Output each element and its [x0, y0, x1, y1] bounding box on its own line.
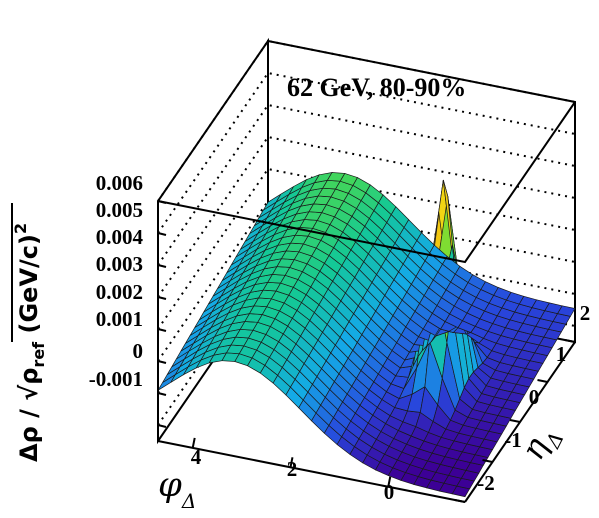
z-tick-label: 0.003 — [96, 252, 143, 276]
z-tick-label: 0 — [133, 339, 144, 363]
axis-ticks — [157, 200, 576, 503]
phi-tick — [289, 457, 294, 468]
phi-tick-label: 4 — [191, 445, 202, 469]
grid-line — [157, 199, 576, 362]
x-axis-subscript: Δ — [181, 489, 196, 513]
surface-cell — [557, 305, 576, 317]
grid-line — [157, 167, 576, 330]
phi-axis-line — [157, 440, 466, 503]
z-tick — [157, 328, 167, 332]
eta-tick — [509, 419, 521, 423]
phi-tick — [191, 437, 196, 449]
z-axis-prefix: Δρ / √ — [15, 384, 43, 462]
chart-title: 62 GeV, 80-90% — [287, 73, 466, 102]
phi-tick-label: 2 — [287, 457, 298, 481]
phi-tick-label: 0 — [384, 480, 395, 504]
z-tick — [157, 200, 167, 204]
grid-line — [157, 263, 576, 426]
z-tick — [157, 296, 167, 300]
eta-tick — [454, 499, 466, 503]
z-axis-rho-subscript: ref — [29, 341, 48, 368]
x-axis-title: φΔ — [158, 465, 196, 513]
top-edge — [157, 101, 576, 264]
z-tick-label: 0.006 — [96, 171, 143, 195]
z-axis-unit: (GeV/c) — [15, 234, 43, 342]
z-axis-title: Δρ / √ρref (GeV/c)2 — [11, 223, 48, 462]
z-tick — [157, 360, 167, 364]
x-axis-symbol: φ — [158, 465, 182, 505]
z-tick — [157, 264, 167, 268]
eta-tick — [537, 379, 548, 383]
grid-line — [157, 71, 576, 234]
z-tick-labels: 0.006 0.005 0.004 0.003 0.002 0.001 0 -0… — [89, 171, 144, 391]
phi-tick-labels: 4 2 0 — [191, 445, 395, 504]
z-tick-label: -0.001 — [89, 367, 143, 391]
eta-tick — [482, 459, 493, 463]
eta-tick — [564, 339, 576, 343]
phi-tick — [387, 476, 392, 487]
grid-line — [157, 39, 576, 202]
grid-line — [157, 135, 576, 298]
eta-tick-label: 0 — [529, 385, 540, 409]
z-tick — [157, 232, 167, 236]
z-axis-rho: ρ — [15, 368, 43, 385]
z-tick-label: 0.004 — [96, 225, 144, 249]
eta-tick-labels: 2 1 0 -1 -2 — [477, 301, 590, 495]
eta-tick-label: 2 — [580, 301, 591, 325]
z-tick-label: 0.001 — [96, 307, 143, 331]
eta-tick-label: 1 — [556, 342, 567, 366]
z-tick-label: 0.005 — [96, 198, 143, 222]
z-tick — [157, 424, 167, 428]
eta-tick-label: -1 — [504, 428, 522, 452]
z-tick-label: 0.002 — [96, 280, 143, 304]
z-tick — [157, 392, 167, 396]
z-axis-unit-superscript: 2 — [11, 223, 30, 234]
y-axis-title: ηΔ — [513, 418, 568, 468]
grid-line — [157, 103, 576, 266]
eta-tick-label: -2 — [477, 471, 495, 495]
